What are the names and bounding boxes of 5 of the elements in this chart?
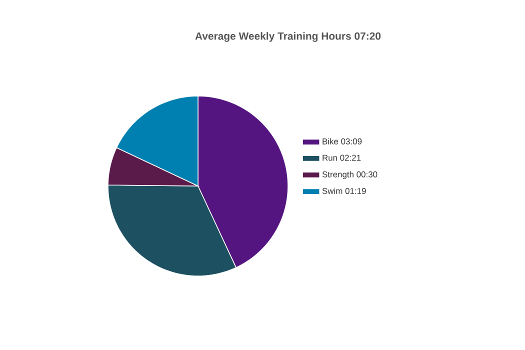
legend-label: Swim 01:19 (322, 188, 366, 194)
chart-title: Average Weekly Training Hours 07:20 (195, 32, 381, 42)
legend-label: Bike 03:09 (322, 138, 362, 144)
legend-label: Strength 00:30 (322, 171, 378, 180)
legend-label: Run 02:21 (322, 154, 361, 161)
